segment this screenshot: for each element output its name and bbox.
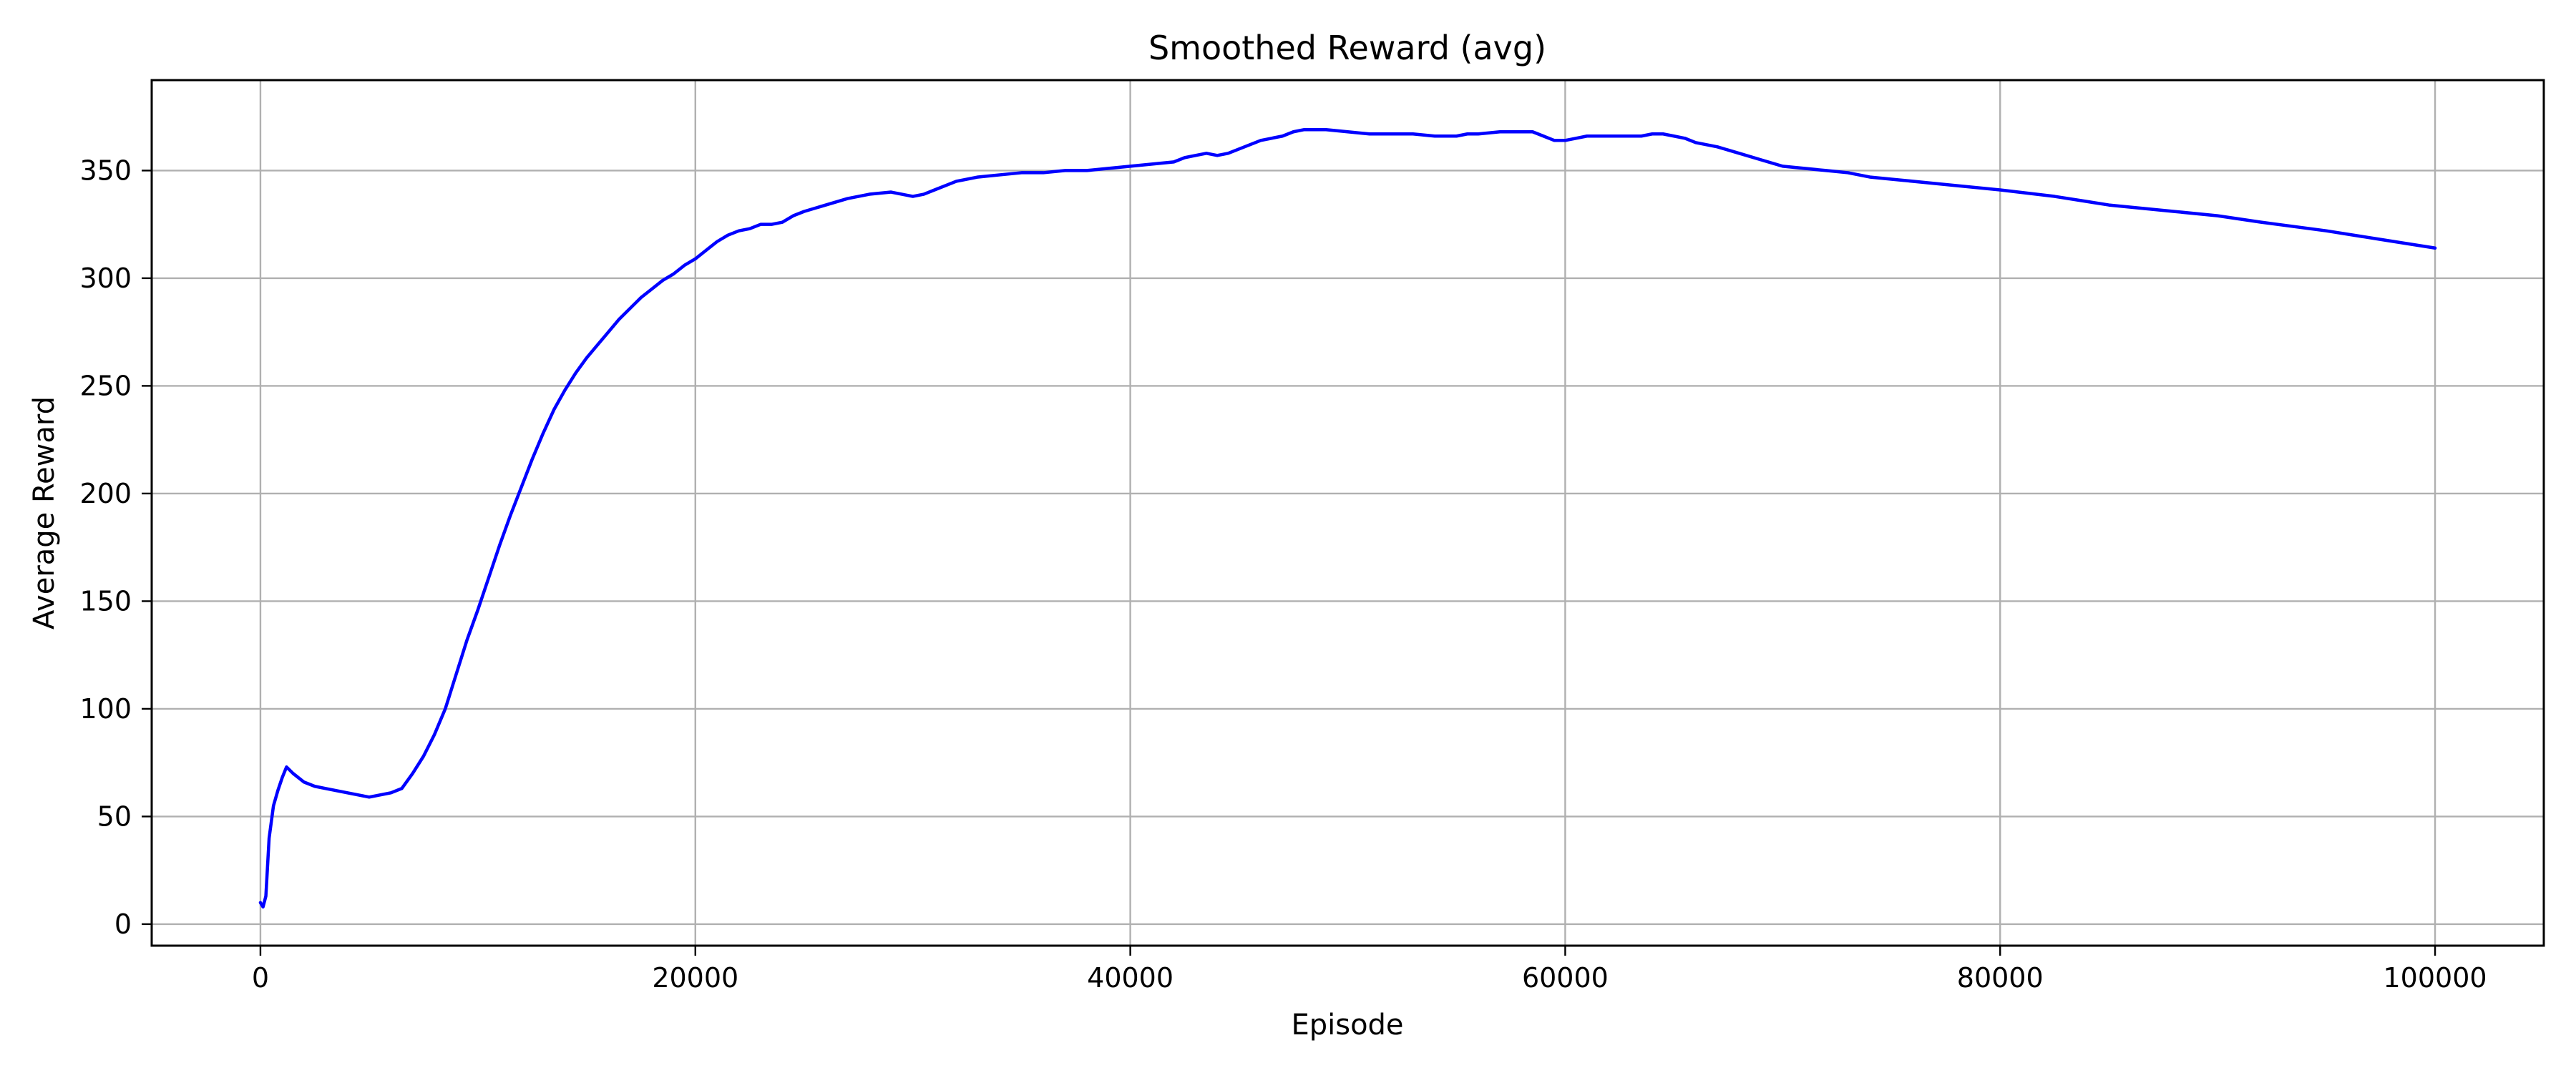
chart-title: Smoothed Reward (avg) <box>1148 29 1546 67</box>
y-tick-label-6: 300 <box>79 263 132 294</box>
x-tick-label-4: 80000 <box>1957 962 2044 994</box>
x-axis-ticks: 0 20000 40000 60000 80000 100000 <box>252 946 2487 994</box>
x-tick-label-5: 100000 <box>2384 962 2487 994</box>
y-tick-label-3: 150 <box>79 585 132 617</box>
x-tick-label-0: 0 <box>252 962 269 994</box>
plot-frame <box>150 79 2545 947</box>
x-tick-label-2: 40000 <box>1087 962 1174 994</box>
y-tick-label-5: 250 <box>79 370 132 401</box>
y-tick-label-7: 350 <box>79 155 132 186</box>
series-layer <box>258 127 2437 909</box>
y-tick-label-0: 0 <box>114 908 132 940</box>
series-line-0 <box>258 127 2437 909</box>
y-tick-label-4: 200 <box>79 478 132 509</box>
x-axis-label: Episode <box>1291 1009 1403 1042</box>
grid-lines <box>152 80 2544 946</box>
y-axis-ticks: 0 50 100 150 200 250 300 350 <box>79 155 152 940</box>
x-tick-label-1: 20000 <box>652 962 738 994</box>
y-tick-label-2: 100 <box>79 693 132 725</box>
y-tick-label-1: 50 <box>97 800 132 832</box>
y-axis-label: Average Reward <box>28 396 61 629</box>
x-tick-label-3: 60000 <box>1522 962 1609 994</box>
